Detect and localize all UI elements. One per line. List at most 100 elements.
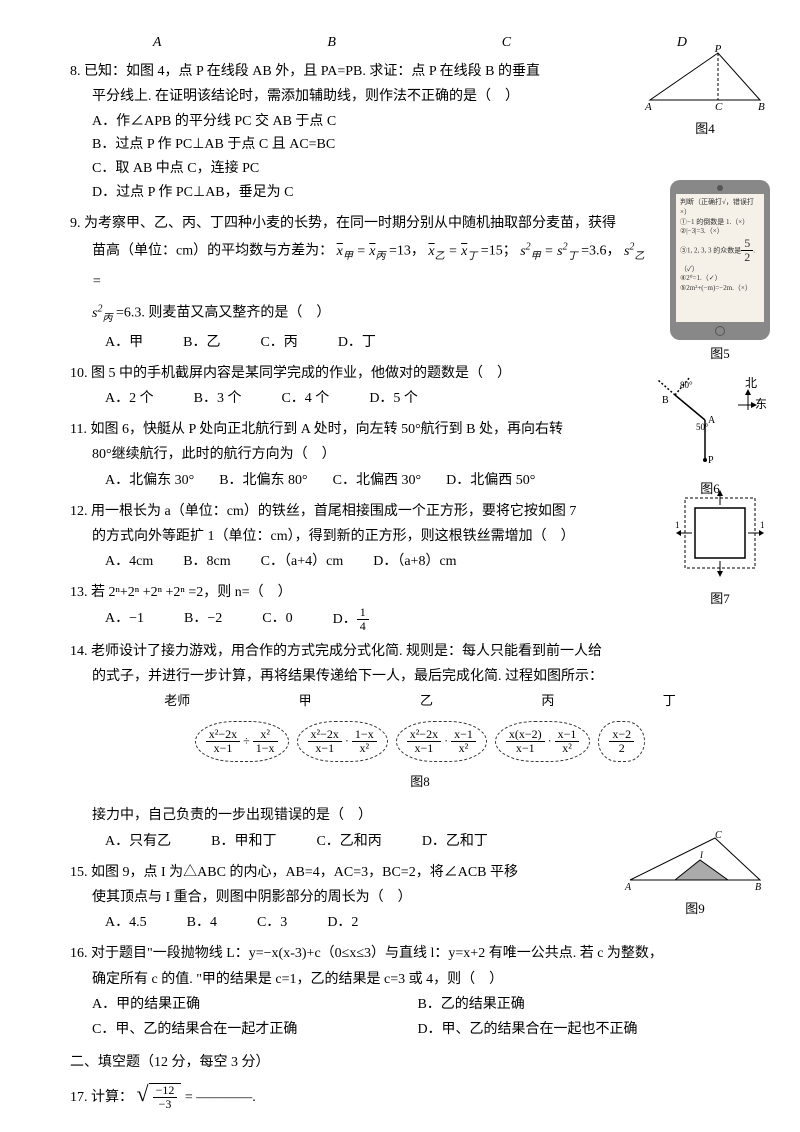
question-14: 14. 老师设计了接力游戏，用合作的方式完成分式化简. 规则是：每人只能看到前一… [70,639,770,854]
q15-optB: B．4 [187,910,217,935]
label-B: B [327,30,336,55]
relay-box-5: x−22 [598,721,645,762]
q8-optC: C．取 AB 中点 C，连接 PC [92,157,630,181]
figure-7: 1 1 图7 [670,490,770,610]
section-2-title: 二、填空题（12 分，每空 3 分） [70,1050,770,1075]
q11-text2: 80°继续航行，此时的航行方向为（ ） [70,442,640,467]
q8-optB: B．过点 P 作 PC⊥AB 于点 C 且 AC=BC [92,133,630,157]
q15-num: 15. [70,865,88,880]
q15-optD: D．2 [327,910,358,935]
q16-text1: 对于题目"一段抛物线 L：y=−x(x-3)+c（0≤x≤3）与直线 l：y=x… [91,946,663,961]
figure-9-label: 图9 [620,897,770,920]
figure-6-svg: P A B 50° 80° 北 东 [650,375,770,475]
q14-optB: B．甲和丁 [211,829,276,854]
label-bing: 丙 [541,689,554,712]
svg-text:50°: 50° [696,422,709,432]
q8-optA: A．作∠APB 的平分线 PC 交 AB 于点 C [92,110,630,134]
label-yi: 乙 [420,689,433,712]
screen-l4: ④2⁰=1.（✓） [680,274,760,284]
q16-optC: C．甲、乙的结果合在一起才正确 [92,1017,417,1042]
label-teacher: 老师 [164,689,190,712]
q15-text1: 如图 9，点 I 为△ABC 的内心，AB=4，AC=3，BC=2，将∠ACB … [91,865,518,880]
q12-num: 12. [70,504,88,519]
q14-text3: 接力中，自己负责的一步出现错误的是（ ） [70,803,770,828]
label-A: A [153,30,162,55]
svg-text:A: A [708,415,716,426]
relay-row: x²−2xx−1 ÷ x²1−x x²−2xx−1 · 1−xx² x²−2xx… [70,721,770,762]
screen-l1: ①−1 的倒数是 1.（×） [680,218,760,228]
q15-optA: A．4.5 [105,910,147,935]
figure-6: P A B 50° 80° 北 东 图6 [650,375,770,500]
q9-text1: 为考察甲、乙、丙、丁四种小麦的长势，在同一时期分别从中随机抽取部分麦苗，获得 [84,216,616,231]
q17-text: 计算： [91,1090,133,1105]
svg-text:A: A [644,101,652,113]
figure-9: A B C I 图9 [620,830,770,920]
q17-tail: = ————. [185,1090,256,1105]
q10-optC: C．4 个 [281,386,329,411]
figure-4-svg: P A C B [640,45,770,115]
figure-5: 判断（正确打√，错误打×） ①−1 的倒数是 1.（×） ②|−3|=3.（×）… [670,180,770,365]
q9-optB: B．乙 [183,330,220,355]
label-ding: 丁 [663,689,676,712]
q16-optA: A．甲的结果正确 [92,992,417,1017]
q16-text2: 确定所有 c 的值. "甲的结果是 c=1，乙的结果是 c=3 或 4，则（ ） [70,967,770,992]
figure-9-svg: A B C I [620,830,770,895]
q12-optC: C．（a+4）cm [261,549,344,574]
figure-7-svg: 1 1 [670,490,770,585]
sqrt-expr: √ −12−3 [137,1083,182,1111]
q9-text2: 苗高（单位：cm）的平均数与方差为： x甲 = x丙 =13， x乙 = x丁 … [70,236,655,298]
question-12: 12. 用一根长为 a（单位：cm）的铁丝，首尾相接围成一个正方形，要将它按如图… [70,499,770,575]
q13-optB: B．−2 [184,606,222,633]
q13-optC: C．0 [262,606,292,633]
relay-labels: 老师 甲 乙 丙 丁 [70,689,770,712]
q8-optD: D．过点 P 作 PC⊥AB，垂足为 C [92,181,630,205]
svg-text:C: C [715,101,723,113]
q13-optA: A．−1 [105,606,144,633]
q17-num: 17. [70,1090,88,1105]
q9-optA: A．甲 [105,330,143,355]
svg-text:P: P [708,455,714,466]
q15-optC: C．3 [257,910,287,935]
q9-optC: C．丙 [260,330,297,355]
q11-text1: 如图 6，快艇从 P 处向正北航行到 A 处时，向左转 50°航行到 B 处，再… [90,422,563,437]
svg-text:B: B [662,395,669,406]
q11-optD: D．北偏西 50° [446,468,535,493]
svg-text:北: 北 [745,376,757,390]
q13-text: 若 2ⁿ+2ⁿ +2ⁿ +2ⁿ =2，则 n=（ ） [91,585,292,600]
screen-title: 判断（正确打√，错误打×） [680,198,760,218]
relay-box-3: x²−2xx−1 · x−1x² [396,721,487,762]
relay-box-1: x²−2xx−1 ÷ x²1−x [195,721,289,762]
question-16: 16. 对于题目"一段抛物线 L：y=−x(x-3)+c（0≤x≤3）与直线 l… [70,941,770,1042]
svg-text:1: 1 [760,520,765,530]
q8-num: 8. [70,64,81,79]
q9-optD: D．丁 [338,330,376,355]
q11-optA: A．北偏东 30° [105,468,194,493]
q11-num: 11. [70,422,87,437]
q14-optA: A．只有乙 [105,829,171,854]
q11-optC: C．北偏西 30° [333,468,421,493]
q15-text2: 使其顶点与 I 重合，则图中阴影部分的周长为（ ） [70,885,610,910]
q14-text1: 老师设计了接力游戏，用合作的方式完成分式化简. 规则是：每人只能看到前一人给 [91,644,602,659]
question-17: 17. 计算： √ −12−3 = ————. [70,1083,770,1111]
svg-text:A: A [624,882,632,893]
q11-optB: B．北偏东 80° [219,468,307,493]
phone-frame: 判断（正确打√，错误打×） ①−1 的倒数是 1.（×） ②|−3|=3.（×）… [670,180,770,340]
q16-optD: D．甲、乙的结果合在一起也不正确 [417,1017,742,1042]
q12-optD: D．（a+8）cm [373,549,456,574]
q10-num: 10. [70,366,88,381]
q16-num: 16. [70,946,88,961]
figure-4: P A C B 图4 [640,45,770,140]
phone-home-button [715,326,725,336]
phone-screen: 判断（正确打√，错误打×） ①−1 的倒数是 1.（×） ②|−3|=3.（×）… [676,194,764,322]
figure-8-label: 图8 [70,770,770,793]
q12-text2: 的方式向外等距扩 1（单位：cm），得到新的正方形，则这根铁丝需增加（ ） [70,524,660,549]
figure-5-label: 图5 [670,342,770,365]
q10-optB: B．3 个 [194,386,242,411]
q13-num: 13. [70,585,88,600]
label-jia: 甲 [299,689,312,712]
figure-7-label: 图7 [670,587,770,610]
q16-optB: B．乙的结果正确 [417,992,742,1017]
question-13: 13. 若 2ⁿ+2ⁿ +2ⁿ +2ⁿ =2，则 n=（ ） A．−1 B．−2… [70,580,770,633]
screen-l3: ③1, 2, 3, 3 的众数是52.（✓） [680,237,760,274]
q14-num: 14. [70,644,88,659]
